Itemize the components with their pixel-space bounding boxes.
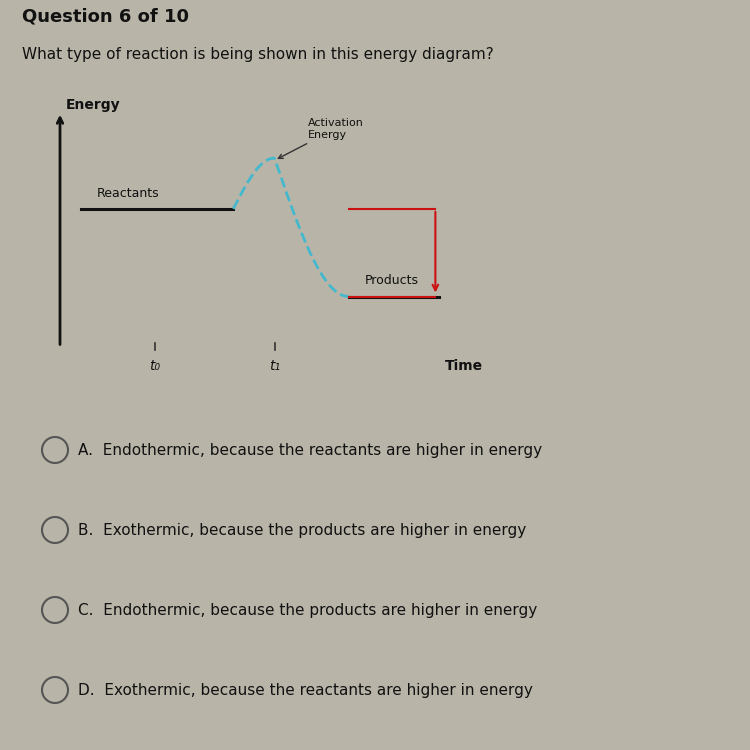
Text: A.  Endothermic, because the reactants are higher in energy: A. Endothermic, because the reactants ar… [78, 442, 542, 458]
Text: C.  Endothermic, because the products are higher in energy: C. Endothermic, because the products are… [78, 602, 537, 617]
Text: Reactants: Reactants [98, 187, 160, 200]
Text: B.  Exothermic, because the products are higher in energy: B. Exothermic, because the products are … [78, 523, 526, 538]
Text: D.  Exothermic, because the reactants are higher in energy: D. Exothermic, because the reactants are… [78, 682, 532, 698]
Text: What type of reaction is being shown in this energy diagram?: What type of reaction is being shown in … [22, 47, 494, 62]
Text: t₀: t₀ [149, 358, 160, 373]
Text: Energy: Energy [66, 98, 121, 112]
Text: Products: Products [365, 274, 419, 287]
Text: t₁: t₁ [269, 358, 280, 373]
Text: Time: Time [446, 358, 483, 373]
Text: Activation
Energy: Activation Energy [278, 118, 363, 158]
Text: Question 6 of 10: Question 6 of 10 [22, 8, 190, 26]
